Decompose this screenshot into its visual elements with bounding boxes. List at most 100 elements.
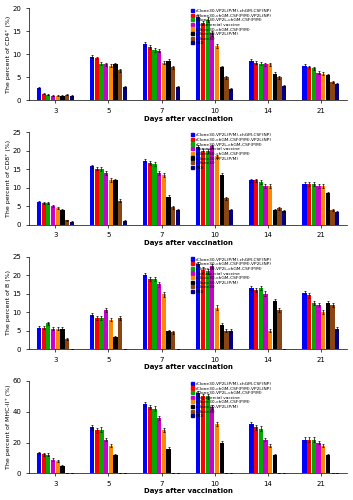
- Bar: [95, 430, 99, 474]
- Bar: [99, 170, 103, 225]
- Bar: [109, 180, 113, 225]
- X-axis label: Days after vaccination: Days after vaccination: [144, 364, 233, 370]
- Bar: [303, 440, 307, 474]
- Bar: [37, 328, 41, 349]
- Bar: [249, 424, 253, 474]
- Bar: [220, 325, 224, 349]
- Bar: [104, 173, 108, 225]
- Bar: [282, 86, 286, 100]
- Bar: [157, 50, 161, 100]
- Bar: [326, 194, 330, 225]
- Bar: [70, 222, 74, 225]
- Bar: [321, 312, 325, 349]
- Bar: [148, 162, 152, 225]
- Bar: [277, 208, 282, 225]
- Bar: [303, 184, 307, 225]
- Bar: [220, 175, 224, 225]
- Bar: [55, 329, 60, 349]
- Bar: [307, 184, 311, 225]
- Bar: [316, 442, 321, 474]
- Bar: [205, 272, 210, 349]
- Bar: [335, 329, 339, 349]
- Bar: [166, 449, 171, 473]
- Bar: [166, 332, 171, 349]
- Bar: [224, 78, 228, 100]
- Bar: [273, 301, 277, 349]
- Bar: [51, 329, 55, 349]
- Bar: [224, 198, 228, 225]
- Bar: [220, 67, 224, 100]
- Bar: [263, 294, 268, 349]
- X-axis label: Days after vaccination: Days after vaccination: [144, 240, 233, 246]
- Bar: [148, 48, 152, 100]
- Bar: [210, 146, 215, 225]
- Bar: [312, 184, 316, 225]
- Bar: [316, 186, 321, 225]
- Bar: [321, 74, 325, 101]
- Bar: [249, 288, 253, 349]
- Legend: rClone30-VP2L(P/M)-chGM-CSF(NP), rClone30-chGM-CSF(P/M)-VP2L(NP), rClone30-VP2L-: rClone30-VP2L(P/M)-chGM-CSF(NP), rClone3…: [190, 257, 272, 294]
- Bar: [166, 61, 171, 100]
- Bar: [162, 294, 166, 349]
- Bar: [37, 202, 41, 225]
- Bar: [166, 197, 171, 225]
- Bar: [201, 151, 205, 225]
- Bar: [254, 427, 258, 474]
- Bar: [316, 73, 321, 101]
- Bar: [113, 180, 118, 225]
- Bar: [104, 440, 108, 474]
- Bar: [268, 330, 272, 349]
- Bar: [122, 86, 127, 101]
- Bar: [268, 64, 272, 100]
- Bar: [118, 318, 122, 349]
- Bar: [268, 186, 272, 225]
- Bar: [157, 173, 161, 225]
- Bar: [157, 284, 161, 349]
- Bar: [201, 23, 205, 101]
- Bar: [215, 156, 219, 225]
- Bar: [95, 318, 99, 349]
- Bar: [60, 96, 65, 100]
- Bar: [118, 70, 122, 101]
- Bar: [215, 308, 219, 349]
- Bar: [143, 404, 147, 473]
- Bar: [312, 303, 316, 349]
- Bar: [210, 407, 215, 474]
- Bar: [229, 210, 233, 225]
- Bar: [249, 180, 253, 225]
- Bar: [99, 318, 103, 349]
- Bar: [109, 66, 113, 100]
- X-axis label: Days after vaccination: Days after vaccination: [144, 116, 233, 121]
- Bar: [201, 270, 205, 349]
- Bar: [335, 212, 339, 225]
- Bar: [196, 18, 201, 100]
- Bar: [326, 303, 330, 349]
- Bar: [259, 428, 263, 474]
- Bar: [259, 288, 263, 349]
- Bar: [321, 186, 325, 225]
- Bar: [282, 211, 286, 225]
- Bar: [201, 396, 205, 473]
- Bar: [99, 64, 103, 100]
- Bar: [277, 78, 282, 100]
- Bar: [46, 323, 50, 349]
- Bar: [113, 455, 118, 473]
- Bar: [259, 182, 263, 225]
- Bar: [51, 206, 55, 225]
- Bar: [60, 329, 65, 349]
- Bar: [162, 430, 166, 474]
- Bar: [95, 58, 99, 100]
- Bar: [273, 210, 277, 225]
- Bar: [113, 64, 118, 100]
- Bar: [273, 74, 277, 101]
- Bar: [42, 454, 46, 473]
- Bar: [326, 455, 330, 473]
- X-axis label: Days after vaccination: Days after vaccination: [144, 488, 233, 494]
- Bar: [326, 75, 330, 100]
- Bar: [65, 95, 69, 100]
- Bar: [277, 310, 282, 349]
- Bar: [321, 446, 325, 473]
- Bar: [104, 64, 108, 100]
- Bar: [51, 460, 55, 473]
- Legend: rClone30-VP2L(P/M)-chGM-CSF(NP), rClone30-chGM-CSF(P/M)-VP2L(NP), rClone30-VP2L-: rClone30-VP2L(P/M)-chGM-CSF(NP), rClone3…: [190, 8, 272, 46]
